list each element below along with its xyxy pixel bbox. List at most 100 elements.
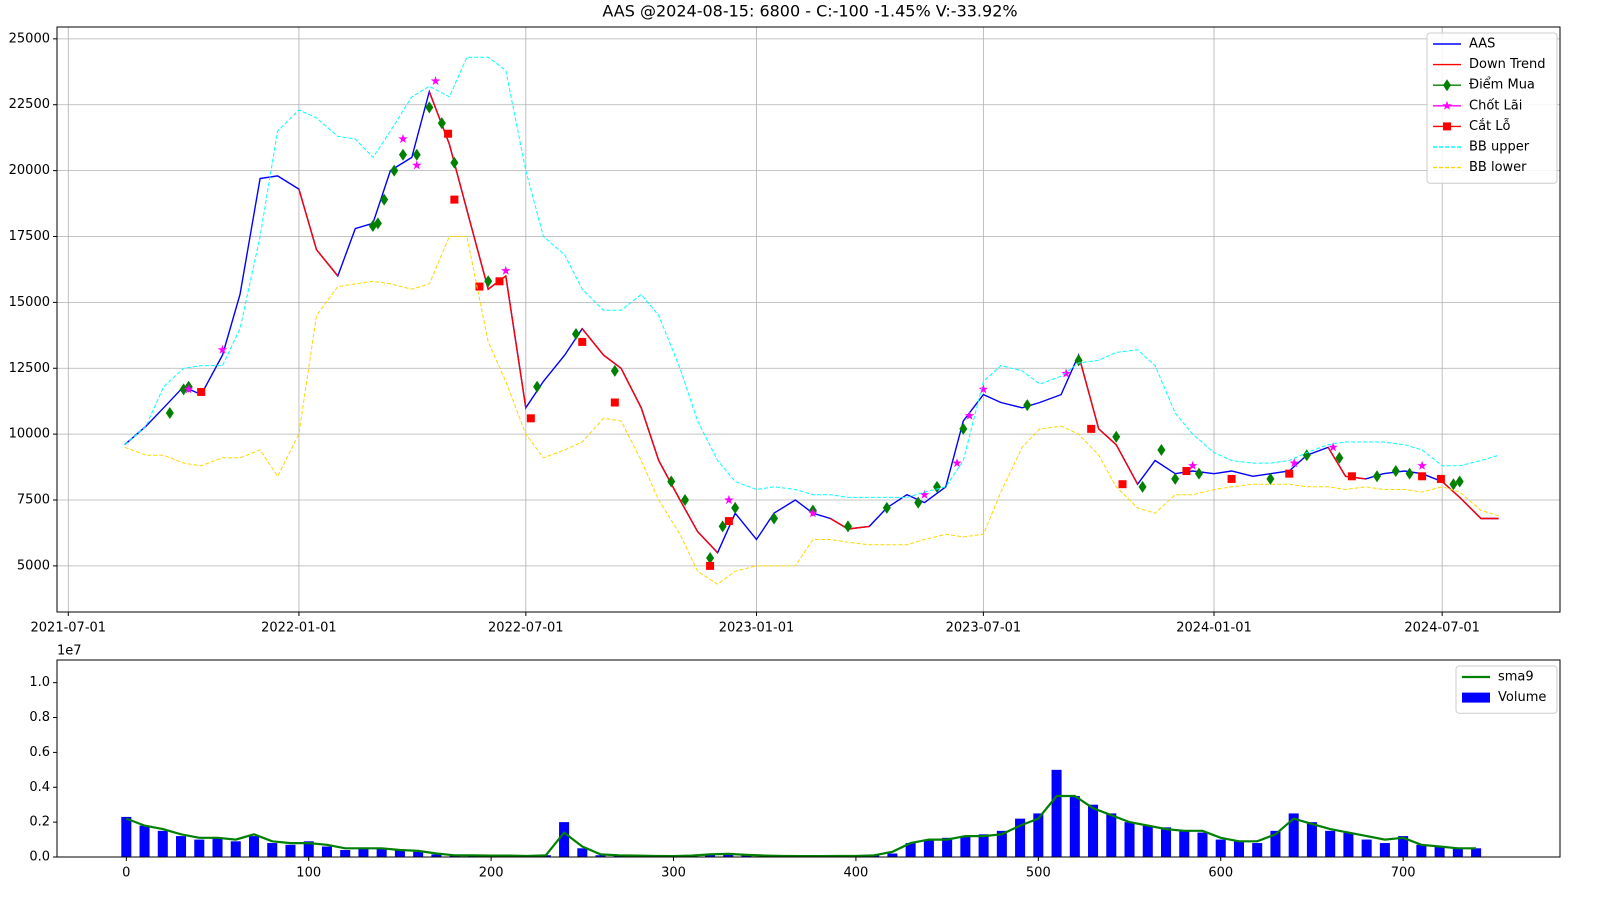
volume-bar: [431, 854, 442, 857]
volume-bar: [1033, 813, 1044, 857]
x-tick-label: 500: [1026, 866, 1051, 881]
marker-star: [978, 384, 989, 394]
volume-bar: [577, 848, 588, 857]
y-tick-label: 0.0: [29, 850, 50, 865]
marker-diamond: [571, 327, 580, 340]
plot-frame: [56, 659, 1561, 858]
x-tick-label: 400: [844, 866, 869, 881]
marker-star: [724, 495, 734, 505]
y-tick-label: 1.0: [29, 675, 50, 690]
marker-star: [952, 458, 962, 468]
x-tick-label: 300: [661, 866, 686, 881]
y-tick-label: 0.6: [29, 745, 50, 760]
volume-bar: [1142, 825, 1153, 857]
marker-diamond: [1391, 465, 1400, 478]
marker-star: [398, 134, 408, 143]
marker-star: [1328, 442, 1338, 452]
marker-diamond: [843, 520, 852, 533]
marker-diamond: [398, 148, 407, 161]
marker-square: [1227, 474, 1236, 483]
volume-bar: [1452, 848, 1463, 857]
marker-square: [1285, 469, 1294, 478]
marker-diamond: [1171, 472, 1180, 485]
marker-diamond: [165, 407, 174, 420]
y-tick-label: 12500: [9, 361, 50, 376]
x-tick-label: 100: [296, 866, 321, 881]
volume-bar: [1270, 830, 1281, 857]
volume-bar: [1379, 843, 1390, 857]
marker-star: [1442, 100, 1452, 110]
marker-diamond: [1074, 354, 1083, 367]
marker-diamond: [770, 512, 779, 525]
volume-bar: [413, 851, 424, 857]
volume-bar: [1252, 843, 1263, 857]
marker-diamond: [425, 101, 434, 114]
marker-diamond: [706, 551, 715, 564]
marker-star: [217, 344, 228, 354]
marker-diamond: [484, 275, 493, 288]
marker-square: [578, 337, 587, 346]
x-tick-label: 200: [479, 866, 504, 881]
marker-star: [808, 508, 818, 518]
marker-square: [495, 277, 504, 286]
volume-bar: [1361, 839, 1372, 857]
volume-bar: [230, 841, 241, 857]
marker-diamond: [882, 501, 891, 514]
marker-diamond: [1443, 79, 1451, 92]
marker-diamond: [932, 480, 941, 493]
volume-bar: [704, 854, 716, 857]
marker-star: [964, 410, 975, 420]
volume-bar: [960, 836, 971, 857]
legend-label: Volume: [1498, 690, 1546, 705]
y-tick-label: 0.2: [29, 815, 50, 830]
marker-square: [610, 398, 619, 407]
volume-bar: [212, 837, 223, 857]
volume-bar: [139, 825, 150, 857]
marker-diamond: [731, 501, 740, 514]
volume-bar: [723, 853, 734, 857]
marker-diamond: [959, 422, 968, 435]
volume-bar: [376, 848, 387, 857]
volume-bar: [1124, 822, 1135, 857]
y-tick-label: 7500: [17, 493, 50, 508]
x-tick-label: 2022-07-01: [488, 621, 564, 636]
marker-diamond: [380, 193, 389, 206]
volume-bar: [942, 837, 953, 857]
marker-diamond: [1157, 443, 1166, 456]
y-tick-label: 15000: [9, 295, 50, 310]
marker-diamond: [1023, 399, 1032, 412]
x-tick-label: 2023-01-01: [719, 621, 795, 636]
marker-diamond: [667, 475, 676, 488]
y-tick-label: 5000: [17, 558, 50, 573]
legend-label: Chốt Lãi: [1469, 98, 1522, 113]
marker-square: [1087, 424, 1096, 433]
volume-bar: [1325, 830, 1336, 857]
volume-bar: [1106, 813, 1117, 857]
marker-square: [1418, 472, 1427, 481]
marker-diamond: [1138, 480, 1147, 493]
marker-diamond: [1449, 478, 1458, 491]
legend-box: [1426, 32, 1558, 184]
volume-bar: [1160, 827, 1172, 857]
volume-bar: [121, 816, 132, 857]
band-line: [124, 236, 1499, 585]
marker-star: [1289, 458, 1299, 468]
volume-bar: [194, 839, 205, 857]
marker-square: [1118, 480, 1127, 489]
y-tick-label: 20000: [9, 163, 50, 178]
volume-bar: [741, 855, 752, 857]
volume-bar: [157, 830, 168, 857]
marker-diamond: [533, 380, 542, 393]
marker-square: [526, 414, 535, 423]
marker-diamond: [681, 494, 690, 507]
x-tick-label: 2021-07-01: [31, 621, 107, 636]
y-tick-label: 10000: [9, 427, 50, 442]
volume-bar: [1179, 830, 1190, 857]
series-line: [125, 794, 1477, 858]
marker-square: [444, 129, 453, 138]
marker-diamond: [1455, 475, 1464, 488]
x-tick-label: 700: [1391, 866, 1416, 881]
marker-diamond: [1335, 451, 1344, 464]
